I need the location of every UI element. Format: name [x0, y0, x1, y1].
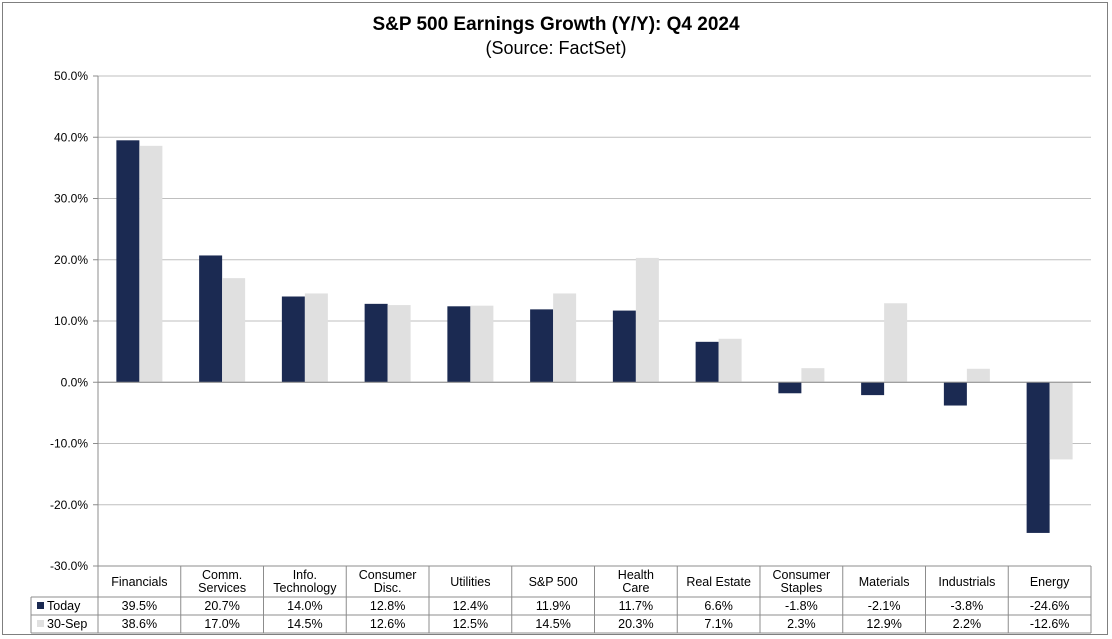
- bar-today: [1026, 382, 1050, 533]
- y-tick-label: -30.0%: [50, 559, 88, 573]
- y-tick-label: 50.0%: [54, 69, 88, 83]
- category-label: Comm.: [202, 568, 242, 582]
- category-label: Consumer: [773, 568, 831, 582]
- table-value: 20.7%: [204, 599, 239, 613]
- category-label: Energy: [1030, 575, 1070, 589]
- chart-subtitle: (Source: FactSet): [485, 38, 626, 58]
- table-value: 2.2%: [953, 617, 982, 631]
- table-value: 11.9%: [536, 599, 571, 613]
- category-label: S&P 500: [529, 575, 578, 589]
- table-value: 2.3%: [787, 617, 816, 631]
- y-tick-label: 20.0%: [54, 253, 88, 267]
- bar-today: [116, 140, 140, 383]
- category-label: Financials: [111, 575, 167, 589]
- bar-today: [364, 303, 388, 383]
- bar-today: [778, 382, 802, 394]
- y-tick-label: 0.0%: [61, 375, 89, 389]
- bar-30-sep: [966, 368, 990, 383]
- table-value: -1.8%: [785, 599, 818, 613]
- table-value: 12.4%: [453, 599, 488, 613]
- bar-today: [447, 306, 471, 383]
- category-label: Technology: [273, 581, 337, 595]
- category-label: Industrials: [938, 575, 995, 589]
- category-label: Utilities: [450, 575, 490, 589]
- bar-30-sep: [304, 293, 328, 383]
- plot-area: 50.0% 40.0% 30.0% 20.0% 10.0% 0.0% -10.0% -20.0…: [30, 69, 1092, 634]
- bar-today: [695, 341, 719, 383]
- legend-key-30-sep: [37, 620, 44, 627]
- table-value: 12.5%: [453, 617, 488, 631]
- bar-today: [861, 382, 885, 396]
- y-tick-label: 10.0%: [54, 314, 88, 328]
- legend-key-today: [37, 602, 44, 609]
- table-value: -12.6%: [1030, 617, 1070, 631]
- table-value: 12.9%: [866, 617, 901, 631]
- category-label: Real Estate: [686, 575, 751, 589]
- bar-today: [281, 296, 305, 383]
- bar-today: [199, 255, 223, 383]
- bar-30-sep: [139, 145, 163, 383]
- table-value: -2.1%: [868, 599, 901, 613]
- bar-30-sep: [470, 305, 494, 383]
- category-label: Disc.: [374, 581, 402, 595]
- bar-30-sep: [387, 305, 411, 383]
- bar-30-sep: [801, 368, 825, 383]
- table-value: 12.8%: [370, 599, 405, 613]
- category-label: Info.: [293, 568, 317, 582]
- bar-today: [612, 310, 636, 383]
- table-value: 11.7%: [619, 599, 654, 613]
- y-tick-label: 40.0%: [54, 130, 88, 144]
- earnings-growth-chart: S&P 500 Earnings Growth (Y/Y): Q4 2024 (…: [30, 14, 1092, 634]
- table-value: 14.0%: [287, 599, 322, 613]
- table-value: 17.0%: [204, 617, 239, 631]
- legend-label-30-sep: 30-Sep: [47, 617, 87, 631]
- y-tick-label: 30.0%: [54, 192, 88, 206]
- bar-today: [943, 382, 967, 406]
- table-value: 39.5%: [122, 599, 157, 613]
- chart-title: S&P 500 Earnings Growth (Y/Y): Q4 2024: [372, 14, 740, 35]
- table-value: 38.6%: [122, 617, 157, 631]
- category-label: Staples: [781, 581, 823, 595]
- table-value: -24.6%: [1030, 599, 1070, 613]
- table-value: -3.8%: [951, 599, 984, 613]
- category-label: Consumer: [359, 568, 417, 582]
- legend-label-today: Today: [47, 599, 81, 613]
- category-label: Health: [618, 568, 654, 582]
- bar-30-sep: [718, 338, 742, 383]
- table-value: 12.6%: [370, 617, 405, 631]
- bar-today: [530, 309, 554, 383]
- category-label: Care: [622, 581, 649, 595]
- y-tick-label: -10.0%: [50, 437, 88, 451]
- table-value: 14.5%: [535, 617, 570, 631]
- bar-30-sep: [222, 278, 246, 383]
- table-value: 7.1%: [704, 617, 733, 631]
- y-tick-label: -20.0%: [50, 498, 88, 512]
- bar-30-sep: [635, 257, 659, 383]
- bar-30-sep: [553, 293, 577, 383]
- table-value: 6.6%: [704, 599, 733, 613]
- table-value: 14.5%: [287, 617, 322, 631]
- category-label: Services: [198, 581, 246, 595]
- table-value: 20.3%: [618, 617, 653, 631]
- bar-30-sep: [1049, 382, 1073, 460]
- category-label: Materials: [859, 575, 910, 589]
- bar-30-sep: [884, 303, 908, 383]
